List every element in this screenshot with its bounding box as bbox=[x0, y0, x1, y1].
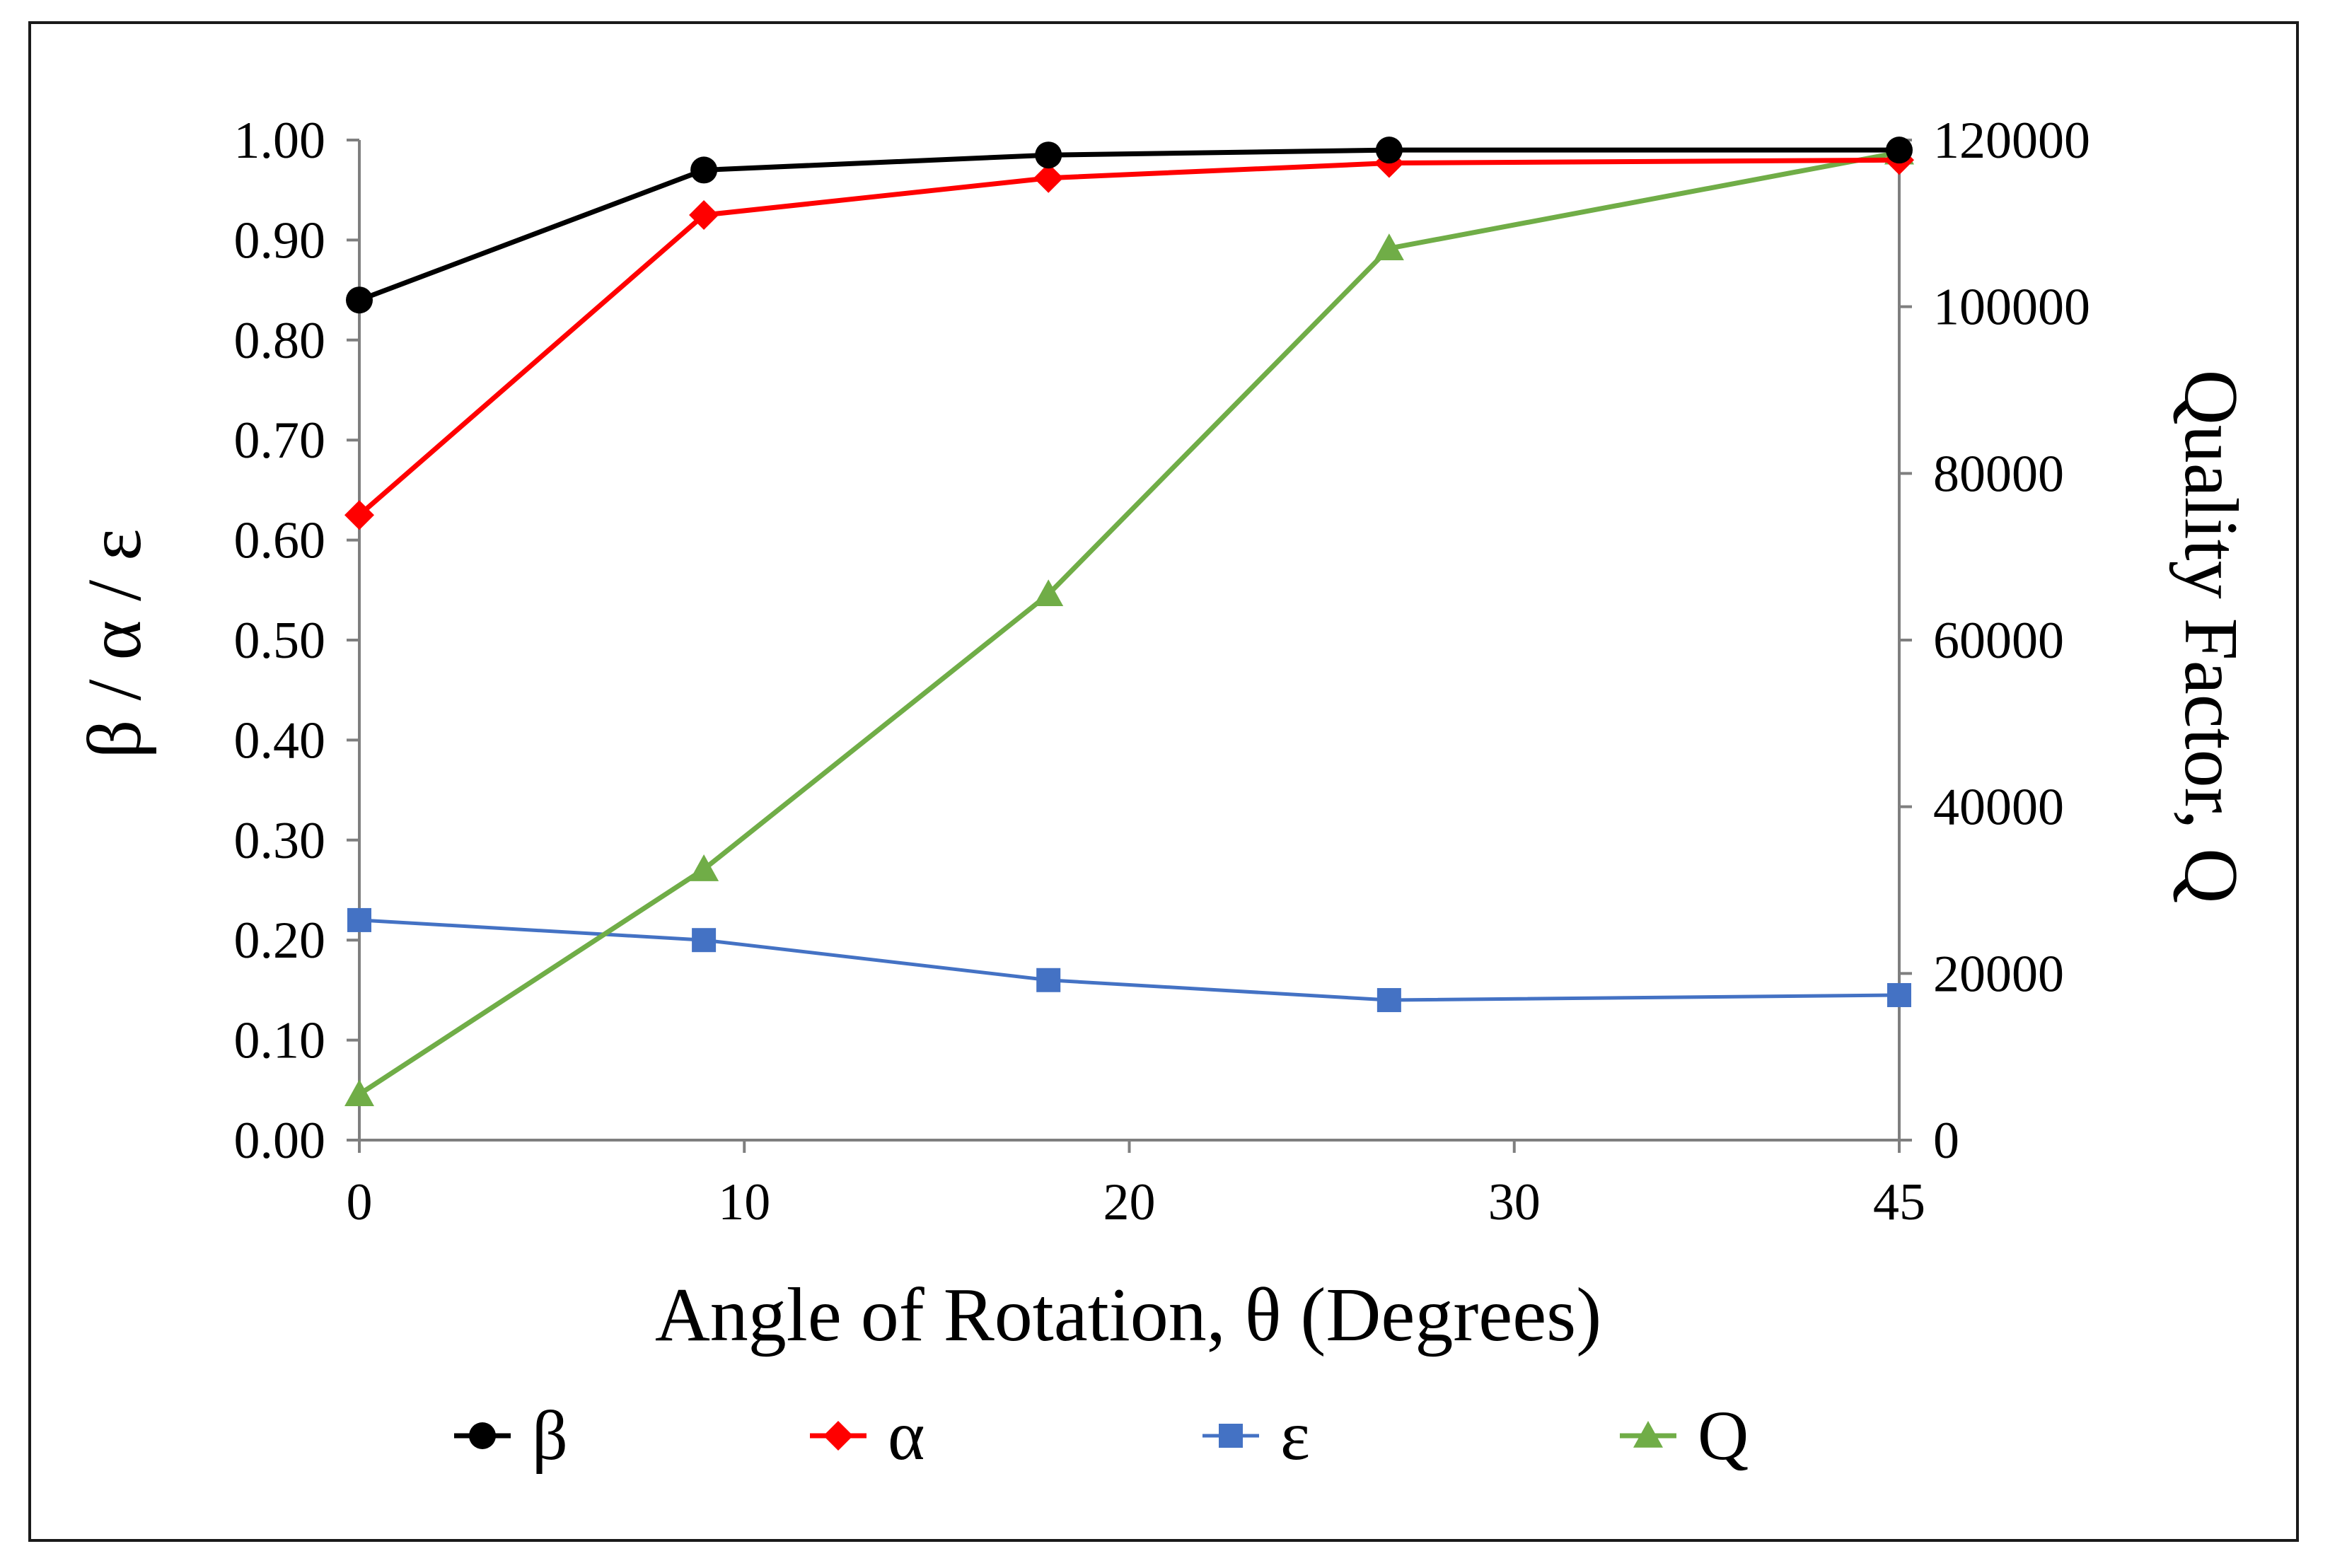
series-triangle bbox=[344, 137, 1914, 1106]
series-line bbox=[358, 150, 1900, 1097]
data-point bbox=[689, 854, 719, 881]
x-axis-title: Angle of Rotation, θ (Degrees) bbox=[655, 1273, 1601, 1357]
left-y-tick-label: 1.00 bbox=[234, 112, 326, 170]
data-point bbox=[692, 928, 717, 953]
series-diamond bbox=[344, 145, 1914, 530]
left-y-tick-label: 0.10 bbox=[234, 1012, 326, 1070]
right-y-axis-title: Quality Factor, Q bbox=[2169, 370, 2253, 904]
data-point bbox=[1886, 137, 1913, 164]
x-tick-label: 30 bbox=[1488, 1173, 1541, 1231]
data-point bbox=[346, 286, 373, 314]
x-tick-label: 20 bbox=[1103, 1173, 1156, 1231]
legend-marker bbox=[469, 1422, 496, 1449]
right-y-tick-label: 60000 bbox=[1933, 612, 2064, 670]
data-point bbox=[344, 1079, 374, 1106]
data-point bbox=[347, 907, 371, 932]
legend-label: α bbox=[888, 1396, 925, 1475]
legend-marker bbox=[823, 1421, 853, 1451]
right-y-tick-label: 120000 bbox=[1933, 112, 2090, 170]
left-y-axis-title: β / α / ε bbox=[73, 529, 157, 759]
x-axis-ticks: 0 10 20 30 45 bbox=[347, 1140, 1925, 1231]
data-point bbox=[690, 156, 718, 184]
data-point bbox=[1033, 579, 1064, 606]
left-y-tick-label: 0.40 bbox=[234, 712, 326, 770]
legend-item: ε bbox=[1202, 1396, 1310, 1475]
data-point bbox=[344, 500, 374, 530]
series-line bbox=[359, 918, 1900, 1002]
x-tick-label: 10 bbox=[718, 1173, 770, 1231]
legend-item: β bbox=[454, 1396, 568, 1475]
legend-marker bbox=[1633, 1421, 1663, 1448]
right-y-tick-label: 0 bbox=[1933, 1112, 1959, 1170]
data-point bbox=[1376, 988, 1401, 1013]
left-y-tick-label: 0.70 bbox=[234, 412, 326, 470]
data-point bbox=[1033, 163, 1064, 193]
series-square bbox=[347, 907, 1911, 1013]
left-y-tick-label: 0.90 bbox=[234, 211, 326, 269]
left-y-tick-label: 0.80 bbox=[234, 312, 326, 370]
left-y-tick-label: 0.20 bbox=[234, 912, 326, 970]
right-y-tick-label: 20000 bbox=[1933, 945, 2064, 1003]
legend-item: Q bbox=[1620, 1396, 1749, 1475]
figure-frame bbox=[28, 21, 2299, 1542]
series-layer bbox=[344, 137, 1914, 1106]
data-point bbox=[1374, 233, 1404, 260]
left-y-tick-label: 0.50 bbox=[234, 612, 326, 670]
left-y-tick-label: 0.00 bbox=[234, 1112, 326, 1170]
right-y-tick-label: 80000 bbox=[1933, 445, 2064, 503]
right-y-axis-ticks: 0 20000 40000 60000 80000 100000 120000 bbox=[1899, 112, 2090, 1170]
x-tick-label: 0 bbox=[347, 1173, 373, 1231]
legend-label: Q bbox=[1698, 1396, 1749, 1475]
right-y-tick-label: 40000 bbox=[1933, 779, 2064, 837]
axes bbox=[358, 140, 1901, 1142]
legend-label: ε bbox=[1280, 1396, 1310, 1475]
data-point bbox=[689, 200, 719, 231]
left-y-tick-label: 0.60 bbox=[234, 512, 326, 570]
data-point bbox=[1036, 968, 1061, 992]
series-circle bbox=[346, 137, 1913, 314]
data-point bbox=[1887, 982, 1911, 1007]
left-y-tick-label: 0.30 bbox=[234, 812, 326, 870]
legend-label: β bbox=[532, 1396, 568, 1475]
data-point bbox=[1035, 141, 1062, 169]
legend-item: α bbox=[810, 1396, 925, 1475]
x-tick-label: 45 bbox=[1873, 1173, 1925, 1231]
legend-marker bbox=[1219, 1424, 1243, 1448]
left-y-axis-ticks: 0.00 0.10 0.20 0.30 0.40 0.50 0.60 0.70 0.80 0.90… bbox=[234, 112, 359, 1170]
data-point bbox=[1375, 137, 1403, 164]
right-y-tick-label: 100000 bbox=[1933, 279, 2090, 337]
